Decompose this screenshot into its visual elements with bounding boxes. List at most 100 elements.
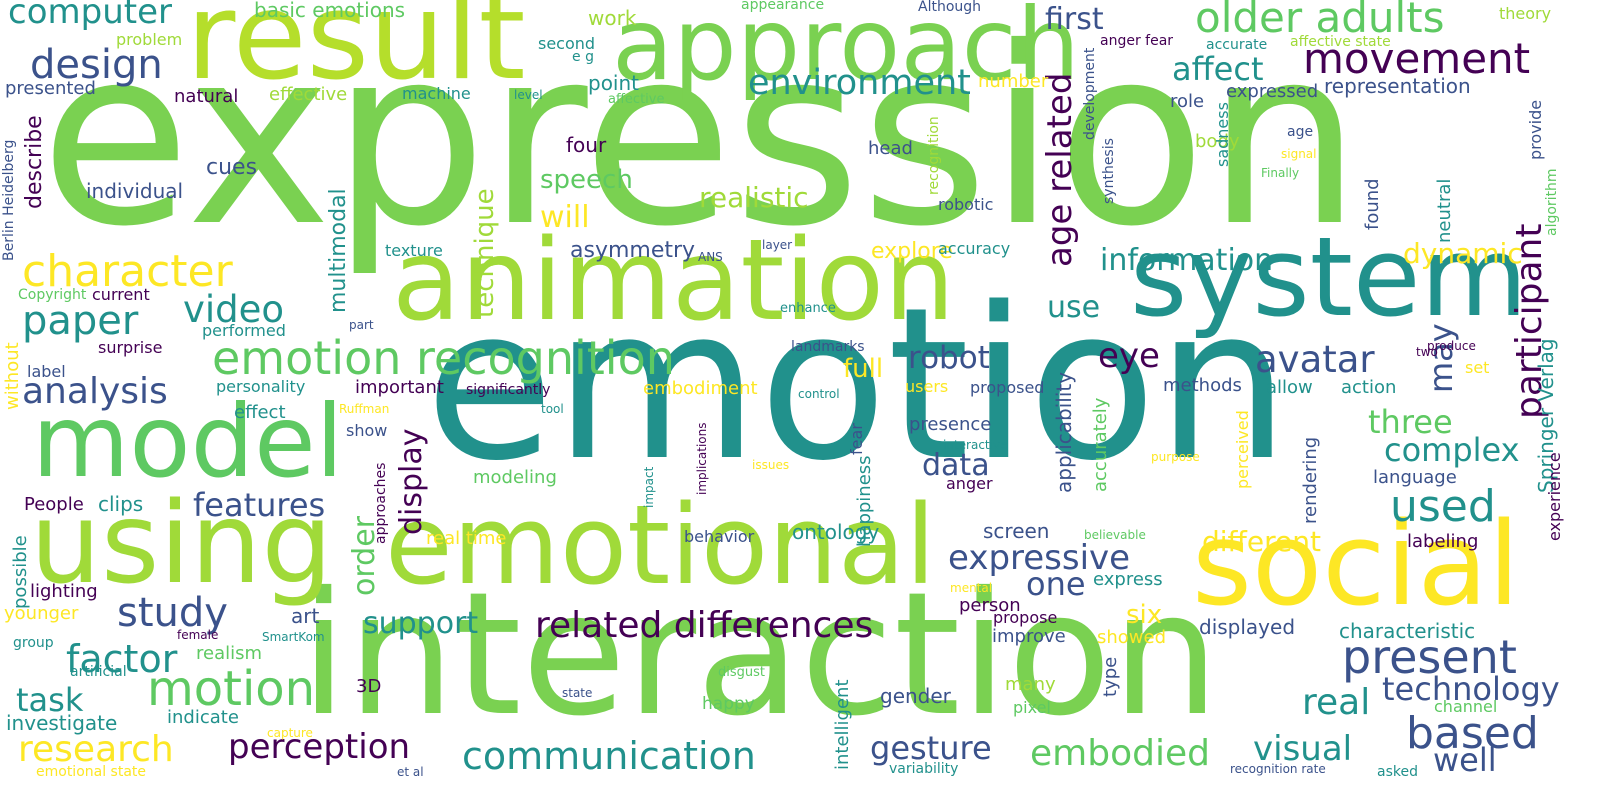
word-head: head [868,138,913,159]
word-will: will [540,200,590,235]
word-although: Although [918,0,982,15]
word-eye: eye [1098,336,1160,376]
word-full: full [843,354,884,384]
word-interactive: interactive [943,438,1008,452]
word-second: second [538,34,596,53]
word-important: important [355,377,444,398]
word-indicate: indicate [167,707,239,728]
word-real-time: real time [426,528,507,549]
word-modeling: modeling [473,467,557,488]
word-problem: problem [116,30,183,49]
word-landmarks: landmarks [791,339,865,355]
word-older-adults: older adults [1195,0,1445,42]
word-berlin-heidelberg: Berlin Heidelberg [1,139,17,261]
word-embodiment: embodiment [643,378,758,399]
word-expressed: expressed [1226,81,1319,102]
word-disgust: disgust [718,665,765,680]
word-anger: anger [946,474,993,493]
word-visual: visual [1253,729,1353,769]
word-found: found [1362,178,1383,230]
word-two: two [1416,345,1438,359]
word-proposed: proposed [970,378,1045,397]
word-impact: impact [642,466,656,508]
word-model: model [32,383,344,500]
word-emotional: emotional [385,481,936,609]
word-et-al: et al [397,765,424,779]
word-theory: theory [1499,4,1552,23]
word-basic-emotions: basic emotions [254,0,406,22]
word-fear: fear [847,422,866,455]
word-action: action [1341,377,1397,398]
word-based: based [1406,708,1539,759]
word-emotional-state: emotional state [36,764,147,780]
word-related-differences: related differences [535,605,874,646]
word-applicability: applicability [1052,372,1076,494]
word-3d: 3D [356,676,382,697]
word-users: users [905,377,949,396]
word-age-related: age related [1040,72,1080,267]
word-robotic: robotic [938,195,994,214]
word-technique: technique [470,188,500,319]
word-female: female [177,628,219,642]
word-group: group [13,635,54,651]
word-avatar: avatar [1255,338,1375,381]
word-sadness: sadness [1213,102,1232,168]
word-display: display [394,428,429,536]
word-communication: communication [462,734,756,778]
word-accurate: accurate [1206,37,1268,53]
word-copyright: Copyright [18,287,87,303]
word-realistic: realistic [699,181,809,214]
word-e-g: e g [572,49,594,65]
word-allow: allow [1266,377,1313,398]
word-environment: environment [748,63,971,103]
word-asymmetry: asymmetry [570,238,696,263]
word-three: three [1368,403,1453,441]
word-purpose: purpose [1151,450,1200,464]
word-presented: presented [5,78,96,99]
word-result: result [186,0,526,107]
word-texture: texture [385,241,443,260]
word-experience: experience [1545,452,1564,542]
word-gender: gender [880,684,951,708]
word-clips: clips [98,492,144,516]
word-speech: speech [540,165,633,195]
word-improve: improve [992,626,1066,647]
word-research: research [18,729,174,770]
word-level: level [514,88,543,102]
word-perceived: perceived [1233,410,1252,490]
word-showed: showed [1097,627,1167,648]
word-cues: cues [206,155,258,180]
word-label: label [27,362,66,381]
word-finally: Finally [1261,166,1300,180]
word-video: video [183,288,285,331]
word-system: system [1130,213,1528,341]
word-ans: ANS [698,250,723,264]
word-present: present [1342,630,1517,684]
word-performed: performed [202,321,286,340]
word-smartkom: SmartKom [262,630,325,644]
word-ruffman: Ruffman [339,402,390,416]
word-using: using [30,479,333,609]
word-analysis: analysis [22,371,168,412]
word-type: type [1100,656,1121,697]
word-realism: realism [196,643,263,664]
word-layer: layer [762,238,793,252]
word-neutral: neutral [1434,178,1455,244]
word-character: character [22,246,233,297]
word-point: point [588,71,640,95]
word-approach: approach [612,0,1080,103]
word-current: current [92,285,150,304]
word-one: one [1026,565,1086,603]
word-person: person [959,595,1021,616]
word-signal: signal [1281,147,1317,161]
word-surprise: surprise [98,338,163,357]
word-approaches: approaches [373,462,389,544]
word-complex: complex [1384,431,1520,469]
word-first: first [1045,2,1104,37]
word-algorithm: algorithm [1544,168,1560,237]
word-recognition: recognition [926,116,942,196]
word-capture: capture [267,726,313,740]
word-different: different [1202,525,1321,558]
word-ontology: ontology [792,520,880,544]
word-language: language [1373,467,1457,488]
